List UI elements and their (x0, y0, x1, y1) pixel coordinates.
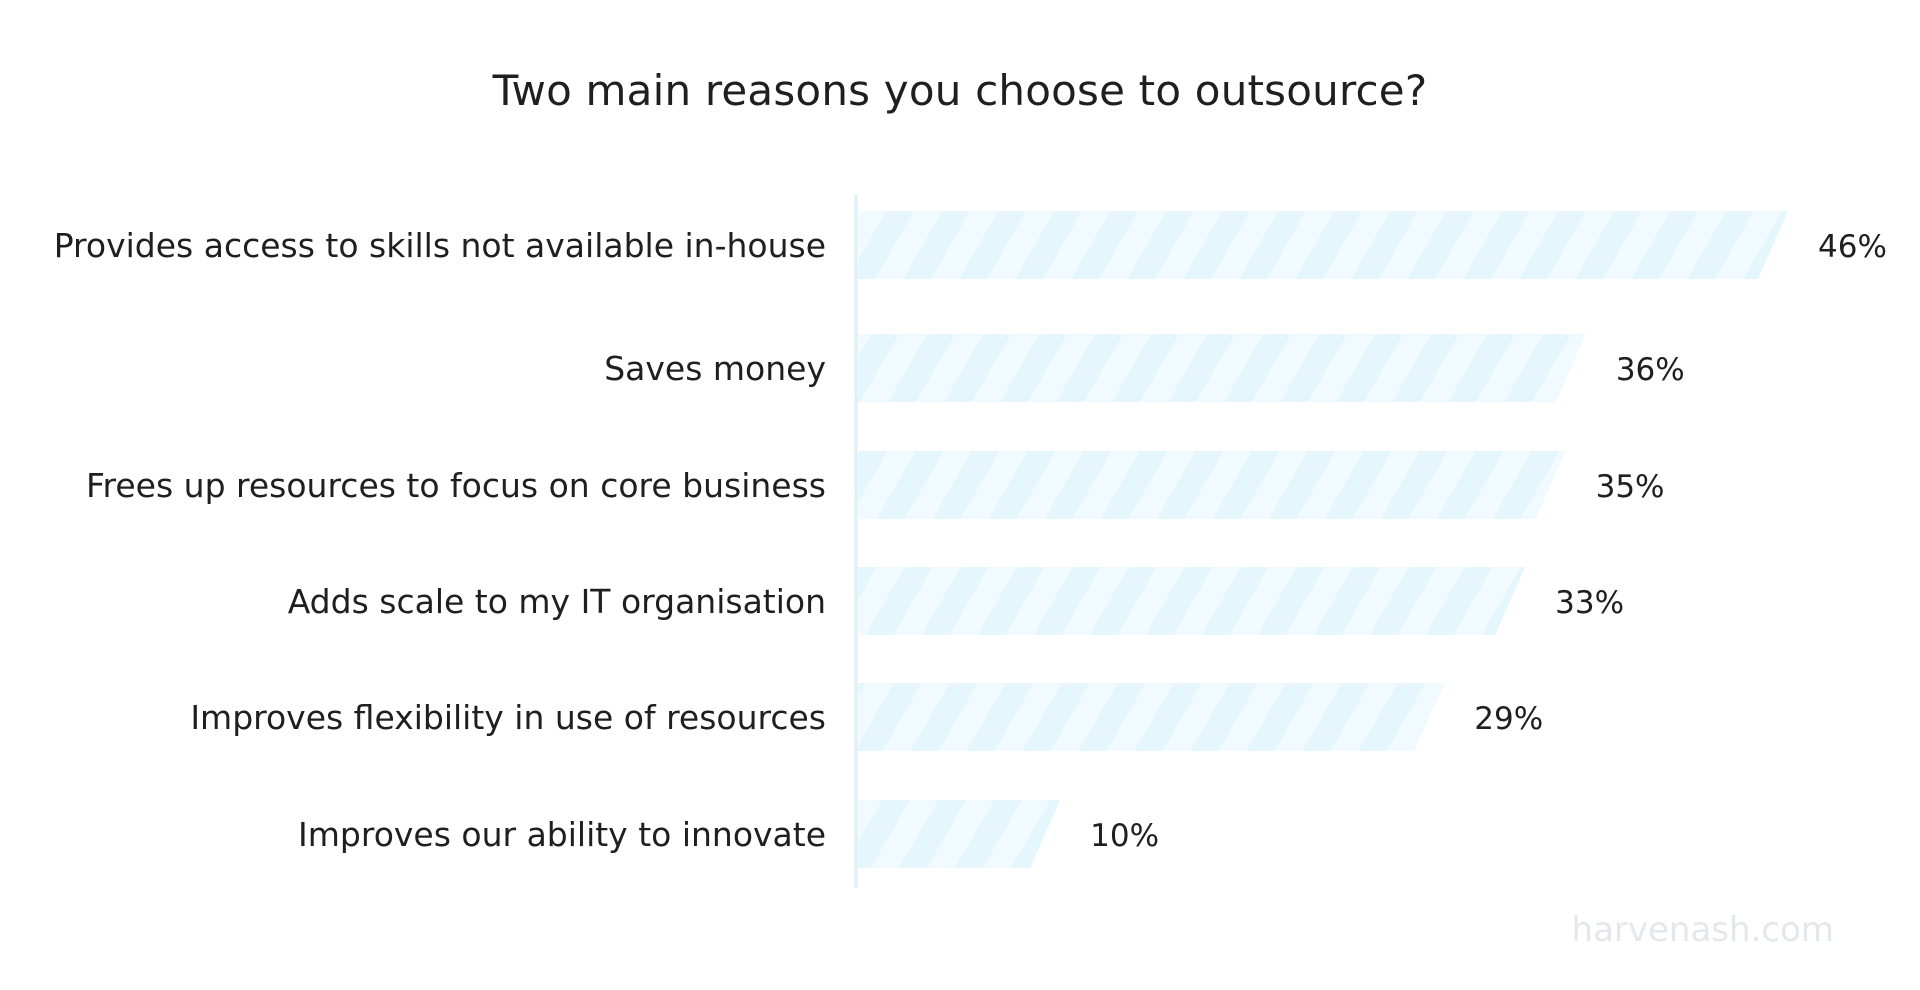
category-label-1: Provides access to skills not available … (54, 226, 826, 265)
category-label-2: Saves money (604, 349, 826, 388)
watermark: harvenash.com (1571, 910, 1834, 950)
category-label-5: Improves flexibility in use of resources (190, 698, 826, 737)
category-label-4: Adds scale to my IT organisation (288, 582, 826, 621)
category-label-3: Frees up resources to focus on core busi… (86, 466, 826, 505)
bar-2 (858, 334, 1586, 402)
bar-4 (858, 567, 1526, 635)
value-label-6: 10% (1090, 818, 1159, 854)
bar-5 (858, 683, 1445, 751)
category-label-6: Improves our ability to innovate (298, 815, 826, 854)
value-label-1: 46% (1818, 229, 1887, 265)
bar-1 (858, 211, 1788, 279)
chart-title: Two main reasons you choose to outsource… (492, 66, 1428, 115)
bar-3 (858, 451, 1566, 519)
value-label-3: 35% (1596, 469, 1665, 505)
value-label-4: 33% (1555, 585, 1624, 621)
bar-6 (858, 800, 1061, 868)
value-label-5: 29% (1474, 701, 1543, 737)
value-label-2: 36% (1616, 352, 1685, 388)
